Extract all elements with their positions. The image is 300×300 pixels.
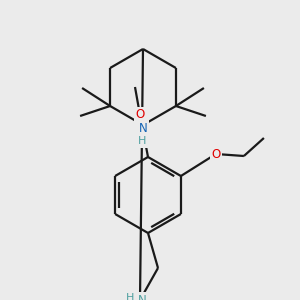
Text: O: O (135, 109, 145, 122)
Text: H: H (138, 136, 146, 146)
Text: N: N (138, 293, 146, 300)
Text: O: O (211, 148, 220, 160)
Text: N: N (139, 122, 147, 134)
Text: H: H (126, 293, 134, 300)
